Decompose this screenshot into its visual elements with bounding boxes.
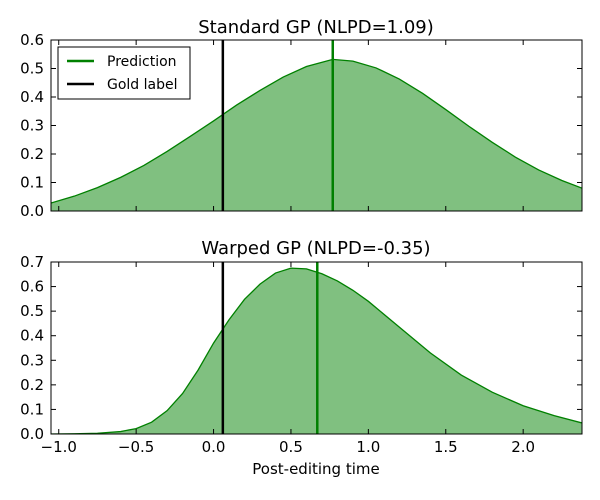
x-tick-label: −1.0 [41, 438, 77, 456]
y-tick-label: 0.0 [20, 202, 44, 220]
x-axis-label: Post-editing time [252, 460, 379, 478]
y-tick-label: 0.4 [20, 88, 44, 106]
x-tick-label: −0.5 [118, 438, 154, 456]
x-tick-label: 0.0 [202, 438, 226, 456]
x-tick-label: 1.5 [434, 438, 458, 456]
density-curve [51, 58, 582, 204]
standard-gp-title: Standard GP (NLPD=1.09) [198, 17, 434, 38]
legend-entry: Prediction [107, 54, 177, 70]
y-tick-label: 0.3 [20, 117, 44, 135]
axes-frame [50, 261, 583, 435]
density-curve [51, 267, 582, 434]
y-tick-label: 0.6 [20, 278, 44, 296]
legend-entry: Gold label [107, 77, 178, 93]
density-fill [51, 59, 582, 211]
y-tick-label: 0.4 [20, 327, 44, 345]
y-tick-label: 0.1 [20, 174, 44, 192]
x-tick-label: 1.0 [356, 438, 380, 456]
legend-box [57, 46, 191, 100]
y-tick-label: 0.6 [20, 31, 44, 49]
x-tick-label: 0.5 [279, 438, 303, 456]
y-tick-label: 0.0 [20, 425, 44, 443]
standard-gp-plot-area: 0.0 0.1 0.2 0.3 0.4 0.5 0.6 Prediction Gold labe… [20, 31, 583, 220]
y-tick-label: 0.5 [20, 60, 44, 78]
y-tick-label: 0.5 [20, 302, 44, 320]
x-tick-label: 2.0 [511, 438, 535, 456]
warped-gp-plot-area: −1.0 −0.5 0.0 0.5 1.0 1.5 2.0 0.0 0.1 0.2 0.3 0.4 0.… [20, 253, 583, 456]
y-tick-label: 0.2 [20, 145, 44, 163]
y-tick-label: 0.2 [20, 376, 44, 394]
legend: Prediction Gold label [57, 46, 191, 100]
y-tick-label: 0.3 [20, 351, 44, 369]
y-tick-label: 0.7 [20, 253, 44, 271]
warped-gp-panel: Warped GP (NLPD=-0.35) −1.0 −0.5 0.0 0.5 1.0… [20, 238, 583, 456]
warped-gp-title: Warped GP (NLPD=-0.35) [201, 238, 430, 259]
standard-gp-panel: Standard GP (NLPD=1.09) 0.00.10.20.30.40… [20, 17, 583, 220]
y-tick-label: 0.1 [20, 400, 44, 418]
